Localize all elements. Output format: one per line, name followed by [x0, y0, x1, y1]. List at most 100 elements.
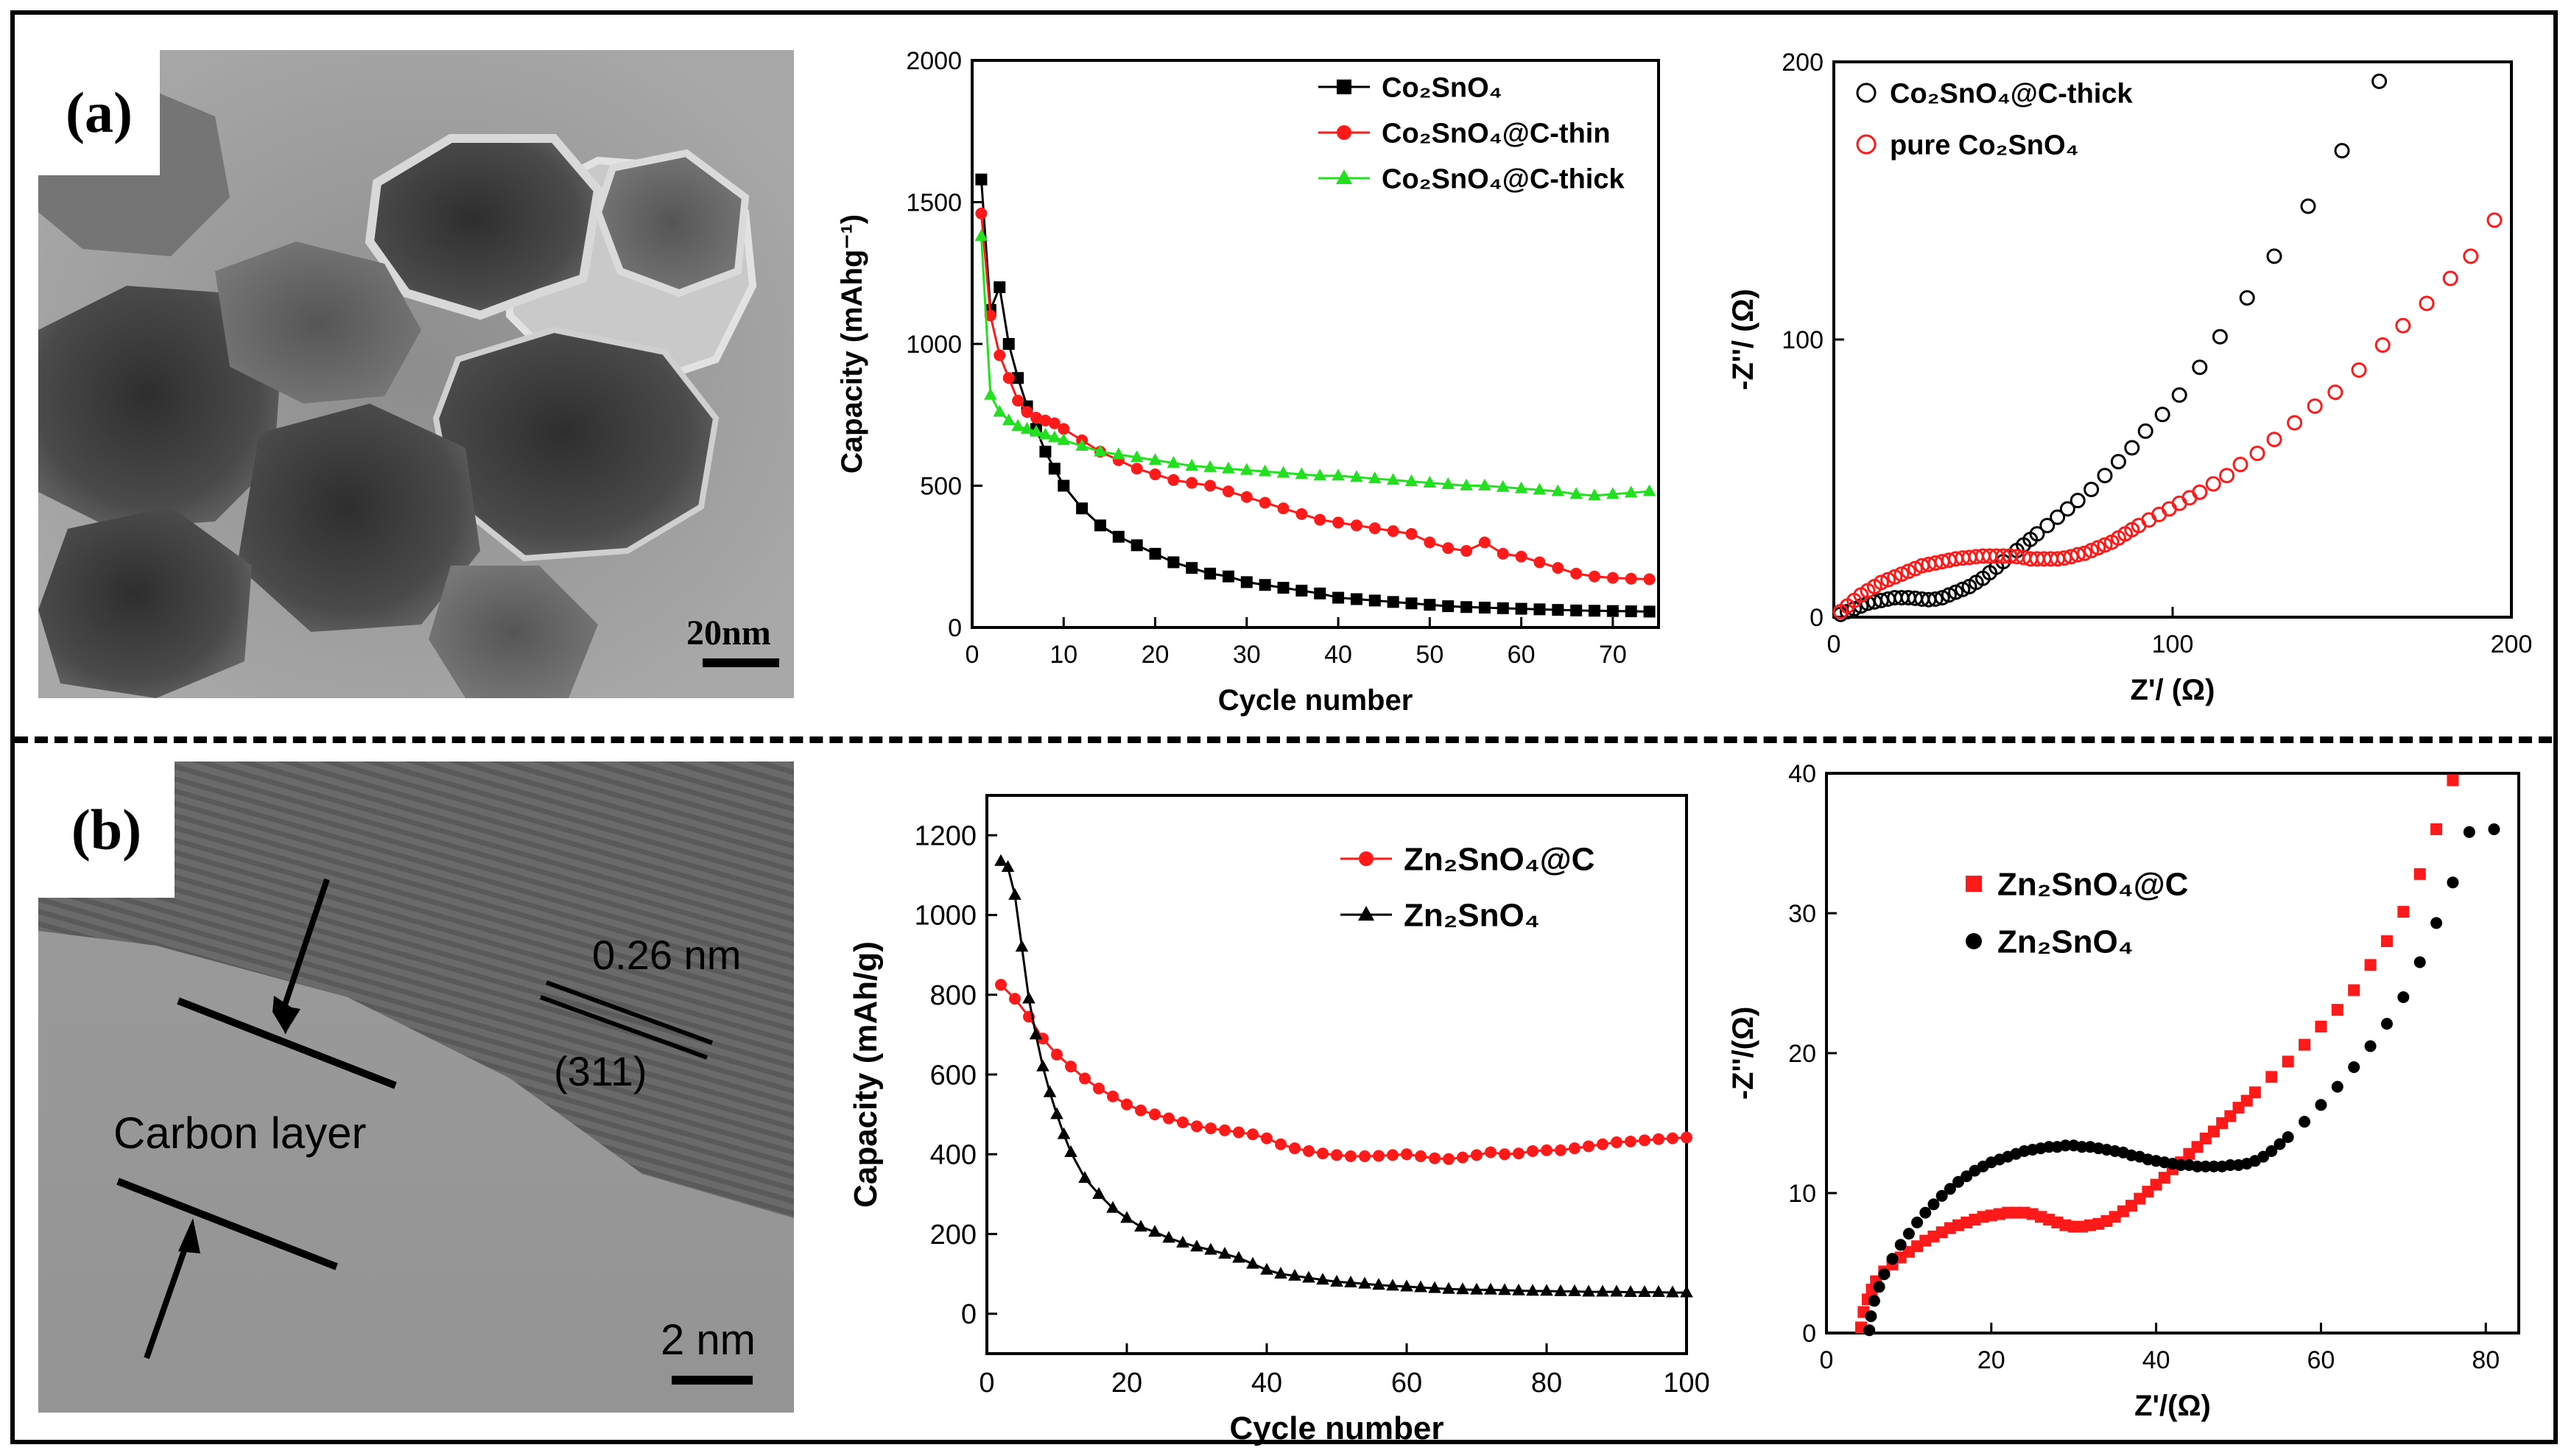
data-point — [1064, 1144, 1077, 1157]
data-point — [2300, 198, 2316, 214]
data-point — [1643, 605, 1656, 618]
data-point — [1121, 1098, 1133, 1111]
data-point — [1094, 519, 1106, 532]
data-point — [1107, 1090, 1119, 1102]
data-point — [1907, 560, 1923, 577]
data-point — [1204, 1242, 1217, 1255]
legend-label: pure Co₂SnO₄ — [1890, 130, 2079, 161]
data-point — [1092, 1186, 1105, 1199]
y-tick-label: 2000 — [906, 47, 962, 75]
scale-bar-a — [703, 658, 779, 667]
data-point — [1570, 567, 1583, 580]
data-point — [1441, 476, 1455, 489]
data-point — [1526, 1284, 1539, 1296]
series-1 — [1863, 823, 2500, 1337]
data-point — [1185, 458, 1199, 471]
data-point — [1513, 1147, 1525, 1160]
data-point — [1478, 478, 1491, 490]
data-point — [2265, 1071, 2278, 1083]
data-point — [2334, 143, 2350, 159]
data-point — [1625, 572, 1637, 585]
data-point — [1424, 599, 1436, 611]
data-point — [1258, 464, 1272, 476]
data-point — [1638, 1285, 1651, 1298]
data-point — [1350, 470, 1363, 482]
data-point — [1050, 1107, 1063, 1119]
data-point — [1902, 1228, 1915, 1240]
hrtem-image-b-drawing — [38, 762, 794, 1413]
x-tick-label: 10 — [1049, 641, 1077, 669]
data-point — [1167, 456, 1181, 468]
data-point — [1289, 1142, 1301, 1155]
panel-label-a: (a) — [38, 50, 160, 175]
legend-label: Zn₂SnO₄ — [1997, 924, 2134, 960]
data-point — [1058, 479, 1070, 492]
x-tick-label: 40 — [2142, 1346, 2170, 1374]
x-tick-label: 80 — [1531, 1368, 1562, 1399]
y-axis-label: Capacity (mAhg⁻¹) — [836, 214, 868, 474]
data-point — [1232, 1251, 1245, 1263]
data-point — [1515, 602, 1527, 615]
data-point — [1314, 587, 1326, 599]
hrtem-image-b: (b) 0.26 nm (311) Carbon layer 2 nm — [38, 762, 794, 1413]
y-tick-label: 100 — [1782, 326, 1824, 354]
data-point — [1596, 1284, 1609, 1297]
data-point — [1551, 484, 1565, 496]
data-point — [2084, 482, 2100, 498]
data-point — [1642, 484, 1656, 496]
data-point — [1865, 1310, 1877, 1323]
data-point — [1533, 603, 1546, 616]
data-point — [1093, 1082, 1105, 1094]
data-point — [974, 229, 988, 242]
data-point — [1643, 573, 1656, 585]
data-point — [1330, 1274, 1343, 1287]
y-tick-label: 800 — [930, 980, 977, 1011]
data-point — [1873, 574, 1889, 591]
x-tick-label: 60 — [2307, 1346, 2335, 1374]
data-point — [2059, 501, 2075, 517]
data-point — [1569, 1142, 1580, 1155]
data-point — [1009, 993, 1021, 1005]
data-point — [1205, 1122, 1217, 1135]
data-point — [2171, 387, 2187, 403]
y-tick-label: 30 — [1788, 900, 1816, 928]
y-tick-label: 200 — [930, 1220, 977, 1251]
series-0 — [995, 979, 1692, 1165]
data-point — [1589, 570, 1601, 583]
data-point — [1404, 474, 1418, 487]
data-point — [1401, 1148, 1413, 1161]
data-point — [1625, 605, 1637, 618]
data-point — [2175, 1159, 2187, 1171]
data-point — [1039, 446, 1052, 458]
data-point — [1442, 542, 1455, 555]
data-point — [2110, 454, 2126, 470]
series-0 — [1855, 774, 2459, 1334]
data-point — [1295, 508, 1308, 520]
data-point — [1569, 487, 1583, 499]
data-point — [1331, 1149, 1343, 1161]
data-point — [1149, 1108, 1161, 1121]
data-point — [2307, 398, 2323, 414]
data-point — [2374, 337, 2391, 354]
data-point — [2059, 1139, 2072, 1152]
data-point — [1588, 488, 1601, 501]
data-point — [1624, 1285, 1637, 1298]
data-point — [2219, 468, 2235, 484]
data-point — [1288, 1268, 1301, 1281]
y-tick-label: 0 — [948, 614, 962, 642]
data-point — [1653, 1133, 1664, 1145]
data-point — [2266, 432, 2282, 448]
data-point — [2075, 1141, 2088, 1153]
data-point — [1886, 1253, 1899, 1265]
chart-capacity-co2sno4: 0 10 20 30 40 50 60 70 0 500 1000 1500 2000 Cycle num… — [836, 47, 1660, 717]
x-tick-label: 30 — [1233, 641, 1261, 669]
data-point — [2248, 1086, 2261, 1099]
plane-label: (311) — [554, 1048, 647, 1094]
data-point — [994, 349, 1006, 362]
data-point — [1332, 468, 1345, 481]
x-tick-label: 70 — [1599, 641, 1627, 669]
data-point — [1350, 593, 1362, 605]
series-1 — [994, 854, 1693, 1298]
legend-label: Zn₂SnO₄@C — [1997, 866, 2188, 902]
